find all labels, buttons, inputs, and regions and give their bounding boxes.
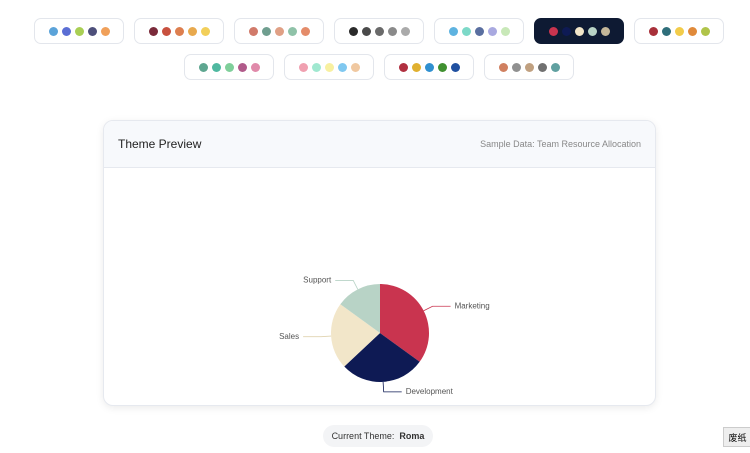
- color-swatch: [600, 26, 610, 36]
- color-swatch: [174, 26, 184, 36]
- color-swatch: [250, 62, 260, 72]
- slice-label: Development: [406, 387, 454, 396]
- palette-button[interactable]: [484, 54, 574, 80]
- color-swatch: [548, 26, 558, 36]
- pie-slice: [344, 333, 420, 382]
- color-swatch: [574, 26, 584, 36]
- color-swatch: [424, 62, 434, 72]
- color-swatch: [74, 26, 84, 36]
- color-swatch: [350, 62, 360, 72]
- leader-line: [303, 335, 332, 338]
- color-swatch: [100, 26, 110, 36]
- pie-slice: [380, 284, 430, 362]
- color-swatch: [474, 26, 484, 36]
- preview-card: Theme Preview Sample Data: Team Resource…: [103, 120, 656, 406]
- color-swatch: [498, 62, 508, 72]
- color-swatch: [487, 26, 497, 36]
- color-swatch: [550, 62, 560, 72]
- slice-label: Marketing: [455, 301, 490, 310]
- color-swatch: [161, 26, 171, 36]
- current-theme-value: Roma: [399, 431, 425, 441]
- palette-button[interactable]: [34, 18, 124, 44]
- color-swatch: [450, 62, 460, 72]
- color-swatch: [587, 26, 597, 36]
- slice-label: Sales: [279, 332, 299, 341]
- color-swatch: [648, 26, 658, 36]
- color-swatch: [387, 26, 397, 36]
- card-subtitle: Sample Data: Team Resource Allocation: [480, 139, 641, 149]
- color-swatch: [187, 26, 197, 36]
- color-swatch: [237, 62, 247, 72]
- color-swatch: [398, 62, 408, 72]
- color-swatch: [361, 26, 371, 36]
- color-swatch: [324, 62, 334, 72]
- color-swatch: [461, 26, 471, 36]
- pie-slice: [331, 304, 380, 367]
- pie-chart: Marketing Development Sales Support: [279, 276, 490, 396]
- color-swatch: [437, 62, 447, 72]
- palette-button[interactable]: [634, 18, 724, 44]
- palette-button[interactable]: [184, 54, 274, 80]
- color-swatch: [500, 26, 510, 36]
- palette-button[interactable]: [534, 18, 624, 44]
- palette-button[interactable]: [284, 54, 374, 80]
- color-swatch: [674, 26, 684, 36]
- color-swatch: [411, 62, 421, 72]
- color-swatch: [248, 26, 258, 36]
- color-swatch: [300, 26, 310, 36]
- palette-button[interactable]: [134, 18, 224, 44]
- card-title: Theme Preview: [118, 137, 202, 151]
- leader-line: [423, 305, 451, 312]
- color-swatch: [198, 62, 208, 72]
- current-theme-label: Current Theme:: [331, 431, 395, 441]
- color-swatch: [274, 26, 284, 36]
- pie-slice: [340, 284, 380, 333]
- color-swatch: [148, 26, 158, 36]
- leader-line: [382, 381, 402, 393]
- color-swatch: [48, 26, 58, 36]
- palette-button[interactable]: [234, 18, 324, 44]
- color-swatch: [287, 26, 297, 36]
- color-swatch: [400, 26, 410, 36]
- color-swatch: [374, 26, 384, 36]
- color-swatch: [311, 62, 321, 72]
- color-swatch: [524, 62, 534, 72]
- color-swatch: [687, 26, 697, 36]
- slice-label: Support: [303, 276, 332, 285]
- color-swatch: [561, 26, 571, 36]
- color-swatch: [224, 62, 234, 72]
- color-swatch: [661, 26, 671, 36]
- color-swatch: [700, 26, 710, 36]
- color-swatch: [87, 26, 97, 36]
- color-swatch: [298, 62, 308, 72]
- color-swatch: [448, 26, 458, 36]
- palette-button[interactable]: [434, 18, 524, 44]
- color-swatch: [200, 26, 210, 36]
- color-swatch: [511, 62, 521, 72]
- dock-tooltip: 废纸: [723, 427, 750, 447]
- color-swatch: [337, 62, 347, 72]
- color-swatch: [211, 62, 221, 72]
- current-theme: Current Theme: Roma: [323, 425, 433, 447]
- card-header: Theme Preview Sample Data: Team Resource…: [104, 121, 655, 168]
- color-swatch: [537, 62, 547, 72]
- color-swatch: [348, 26, 358, 36]
- leader-line: [335, 280, 359, 290]
- color-swatch: [61, 26, 71, 36]
- color-swatch: [261, 26, 271, 36]
- palette-button[interactable]: [384, 54, 474, 80]
- palette-button[interactable]: [334, 18, 424, 44]
